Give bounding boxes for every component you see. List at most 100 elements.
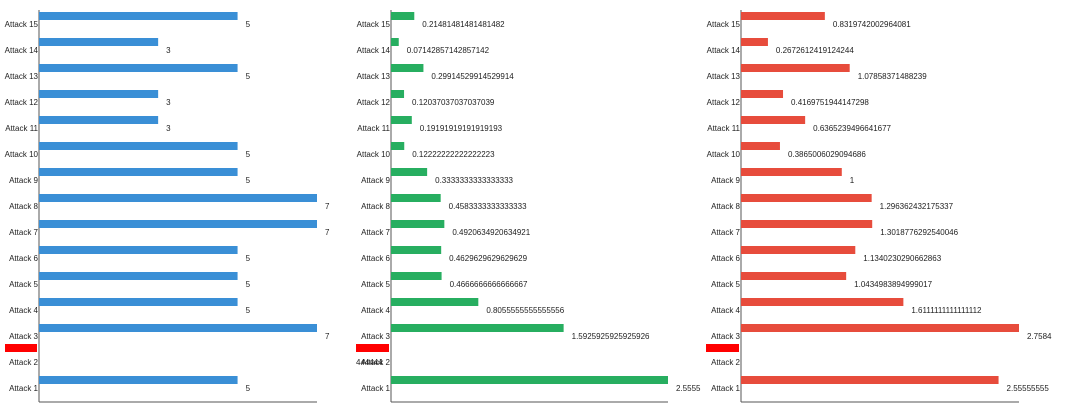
category-label: Attack 2 [361, 358, 390, 367]
category-label: Attack 10 [5, 150, 39, 159]
highlight-marker [356, 344, 389, 352]
category-label: Attack 9 [361, 176, 390, 185]
value-label: 5 [246, 20, 251, 29]
category-label: Attack 6 [361, 254, 390, 263]
value-label: 1.07858371488239 [858, 72, 928, 81]
category-label: Attack 9 [9, 176, 38, 185]
value-label: 0.29914529914529914 [431, 72, 514, 81]
bar [741, 90, 784, 98]
category-label: Attack 14 [707, 46, 741, 55]
category-label: Attack 3 [711, 332, 740, 341]
value-label: 0.21481481481481482 [422, 20, 505, 29]
bar [391, 298, 479, 306]
value-label: 2.5555 [676, 384, 701, 393]
bar [391, 90, 405, 98]
bar [741, 194, 872, 202]
value-label: 0.4629629629629629 [449, 254, 527, 263]
value-label: 0.6365239496641677 [813, 124, 891, 133]
bar [741, 142, 780, 150]
category-label: Attack 4 [361, 306, 390, 315]
value-label: 3 [166, 46, 171, 55]
bar [391, 12, 415, 20]
category-label: Attack 2 [711, 358, 740, 367]
category-label: Attack 3 [9, 332, 38, 341]
category-label: Attack 15 [357, 20, 391, 29]
bar [741, 64, 850, 72]
bar [391, 64, 424, 72]
value-label: 0.3865006029094686 [788, 150, 866, 159]
highlight-marker [5, 344, 37, 352]
category-label: Attack 6 [9, 254, 38, 263]
bar [741, 376, 999, 384]
category-label: Attack 11 [707, 124, 740, 133]
chart-panel-green: Attack 15 0.21481481481481482 Attack 14 0.0… [356, 10, 701, 403]
category-label: Attack 5 [361, 280, 390, 289]
bar [39, 12, 238, 20]
category-label: Attack 13 [357, 72, 391, 81]
bar [391, 220, 445, 228]
value-label: 7 [325, 332, 330, 341]
value-label: 2.55555555 [1007, 384, 1050, 393]
value-label: 1 [850, 176, 855, 185]
bar [391, 272, 442, 280]
bar [391, 142, 405, 150]
bar [39, 246, 238, 254]
value-label: 0.4920634920634921 [452, 228, 530, 237]
category-label: Attack 8 [711, 202, 740, 211]
value-label: 3 [166, 124, 171, 133]
bar [39, 142, 238, 150]
bar [741, 298, 904, 306]
value-label: 5 [246, 306, 251, 315]
value-label: 0.4666666666666667 [450, 280, 528, 289]
value-label: 0.4583333333333333 [449, 202, 527, 211]
value-label: 5 [246, 280, 251, 289]
bar [39, 64, 238, 72]
value-label: 0.8055555555555556 [486, 306, 564, 315]
highlight-label: 444444 [356, 358, 383, 367]
category-label: Attack 13 [707, 72, 741, 81]
value-label: 5 [246, 384, 251, 393]
value-label: 1.3018776292540046 [880, 228, 958, 237]
bar [741, 38, 768, 46]
value-label: 1.1340230290662863 [863, 254, 941, 263]
bar [391, 324, 564, 332]
value-label: 5 [246, 176, 251, 185]
category-label: Attack 2 [9, 358, 38, 367]
category-label: Attack 5 [711, 280, 740, 289]
bar [39, 38, 159, 46]
value-label: 2.7584 [1027, 332, 1052, 341]
category-label: Attack 13 [5, 72, 39, 81]
category-label: Attack 1 [9, 384, 38, 393]
category-label: Attack 9 [711, 176, 740, 185]
bar [39, 90, 159, 98]
chart-panel-red: Attack 15 0.8319742002964081 Attack 14 0.26… [706, 10, 1052, 403]
value-label: 0.07142857142857142 [407, 46, 490, 55]
bar [391, 168, 428, 176]
value-label: 1.6111111111111112 [911, 306, 982, 315]
category-label: Attack 1 [361, 384, 390, 393]
bar [391, 116, 412, 124]
category-label: Attack 12 [357, 98, 391, 107]
category-label: Attack 7 [9, 228, 38, 237]
value-label: 0.12222222222222223 [412, 150, 495, 159]
category-label: Attack 12 [5, 98, 39, 107]
category-label: Attack 11 [5, 124, 38, 133]
category-label: Attack 14 [5, 46, 39, 55]
value-label: 7 [325, 202, 330, 211]
value-label: 3 [166, 98, 171, 107]
bar [39, 324, 317, 332]
category-label: Attack 8 [9, 202, 38, 211]
value-label: 0.19191919191919193 [420, 124, 503, 133]
bar [39, 272, 238, 280]
bar [391, 376, 668, 384]
value-label: 0.2672612419124244 [776, 46, 854, 55]
category-label: Attack 15 [5, 20, 39, 29]
bar [39, 194, 317, 202]
category-label: Attack 12 [707, 98, 741, 107]
bar [391, 246, 442, 254]
bar [39, 168, 238, 176]
category-label: Attack 15 [707, 20, 741, 29]
bar [741, 220, 873, 228]
category-label: Attack 14 [357, 46, 391, 55]
